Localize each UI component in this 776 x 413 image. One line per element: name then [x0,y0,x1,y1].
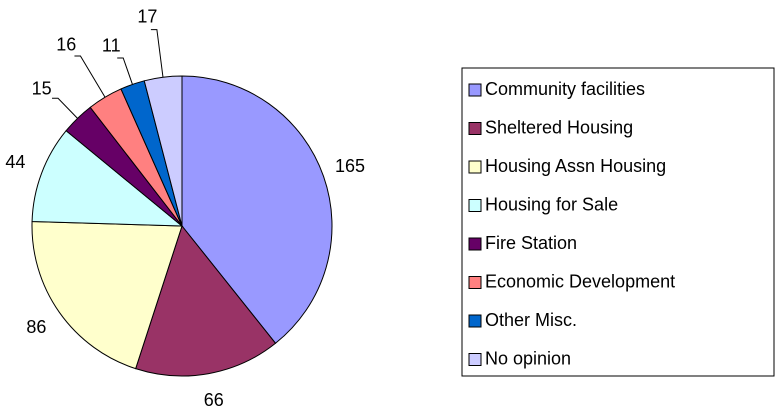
legend-label: Community facilities [485,79,645,99]
legend-label: No opinion [485,348,571,368]
legend-swatch [468,314,482,328]
leader-line [74,55,106,98]
data-label: 17 [137,6,157,26]
data-label: 44 [5,152,25,172]
legend-swatch [468,83,482,97]
pie-slice [143,75,183,227]
legend-swatch [468,199,482,212]
legend-box [461,67,775,377]
legend-label: Fire Station [485,233,577,253]
legend-label: Sheltered Housing [485,117,633,137]
legend-label: Economic Development [485,271,675,291]
legend-label: Housing Assn Housing [485,156,666,176]
leader-line [150,29,164,78]
leader-line [52,97,78,119]
data-label: 16 [56,34,76,54]
legend-swatch [468,353,482,366]
leader-line [117,57,133,85]
legend-label: Housing for Sale [485,194,618,214]
pie-slice [31,220,183,370]
data-label: 15 [32,78,52,98]
legend-swatch [468,160,482,174]
legend-swatch [468,276,482,289]
legend-swatch [468,122,482,135]
pie-slice [181,75,333,344]
data-label: 165 [335,156,365,176]
pie-slice [135,224,277,377]
data-label: 86 [26,317,46,337]
pie-slice [31,130,184,227]
legend-label: Other Misc. [485,310,577,330]
data-label: 66 [204,390,224,410]
data-label: 11 [102,35,121,55]
legend-swatch [468,237,482,251]
